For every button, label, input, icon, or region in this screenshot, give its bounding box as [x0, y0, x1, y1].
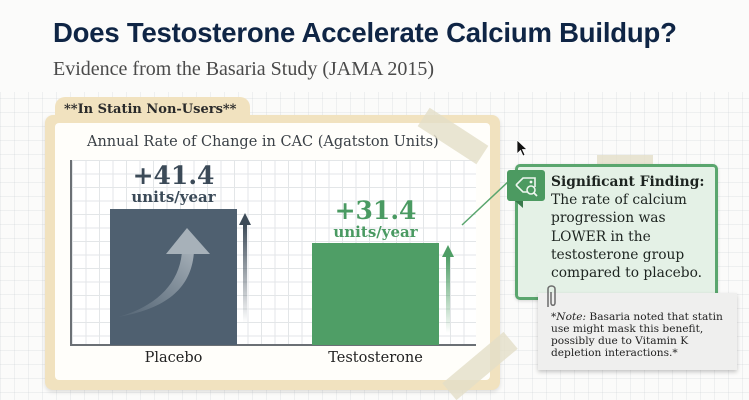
badge-fold [515, 201, 523, 208]
finding-heading: Significant Finding: [551, 174, 705, 190]
bar-testosterone [312, 243, 439, 345]
page-subtitle: Evidence from the Basaria Study (JAMA 20… [53, 58, 435, 80]
note-card [538, 293, 737, 370]
page-title: Does Testosterone Accelerate Calcium Bui… [53, 17, 677, 48]
note-prefix: * [551, 311, 557, 323]
up-arrow-icon [442, 245, 454, 333]
finding-text: Significant Finding: The rate of calcium… [551, 173, 721, 282]
curved-arrow-icon [118, 228, 210, 317]
testosterone-value: +31.4 [334, 196, 417, 225]
placebo-value: +41.4 [132, 161, 215, 190]
finding-callout [515, 164, 718, 300]
finding-badge [507, 170, 545, 201]
note-text: *Note: Basaria noted that statin use mig… [551, 311, 733, 359]
paperclip-icon [547, 285, 556, 307]
bar-placebo [110, 209, 237, 345]
mouse-cursor-icon [517, 140, 529, 157]
placebo-unit: units/year [131, 188, 216, 206]
xlabel-placebo: Placebo [144, 350, 203, 366]
xlabel-testosterone: Testosterone [328, 350, 423, 366]
finding-body: The rate of calcium progression was LOWE… [551, 192, 703, 282]
header-background [0, 0, 749, 92]
chart-title: Annual Rate of Change in CAC (Agatston U… [87, 134, 439, 150]
connector-line [461, 179, 511, 226]
up-arrow-icon [239, 213, 251, 323]
card-tab-label: **In Statin Non-Users** [55, 97, 250, 123]
note-label: Note: [556, 311, 587, 323]
note-body: Basaria noted that statin use might mask… [551, 311, 723, 359]
tag-search-icon [515, 177, 538, 197]
testosterone-unit: units/year [333, 223, 418, 241]
